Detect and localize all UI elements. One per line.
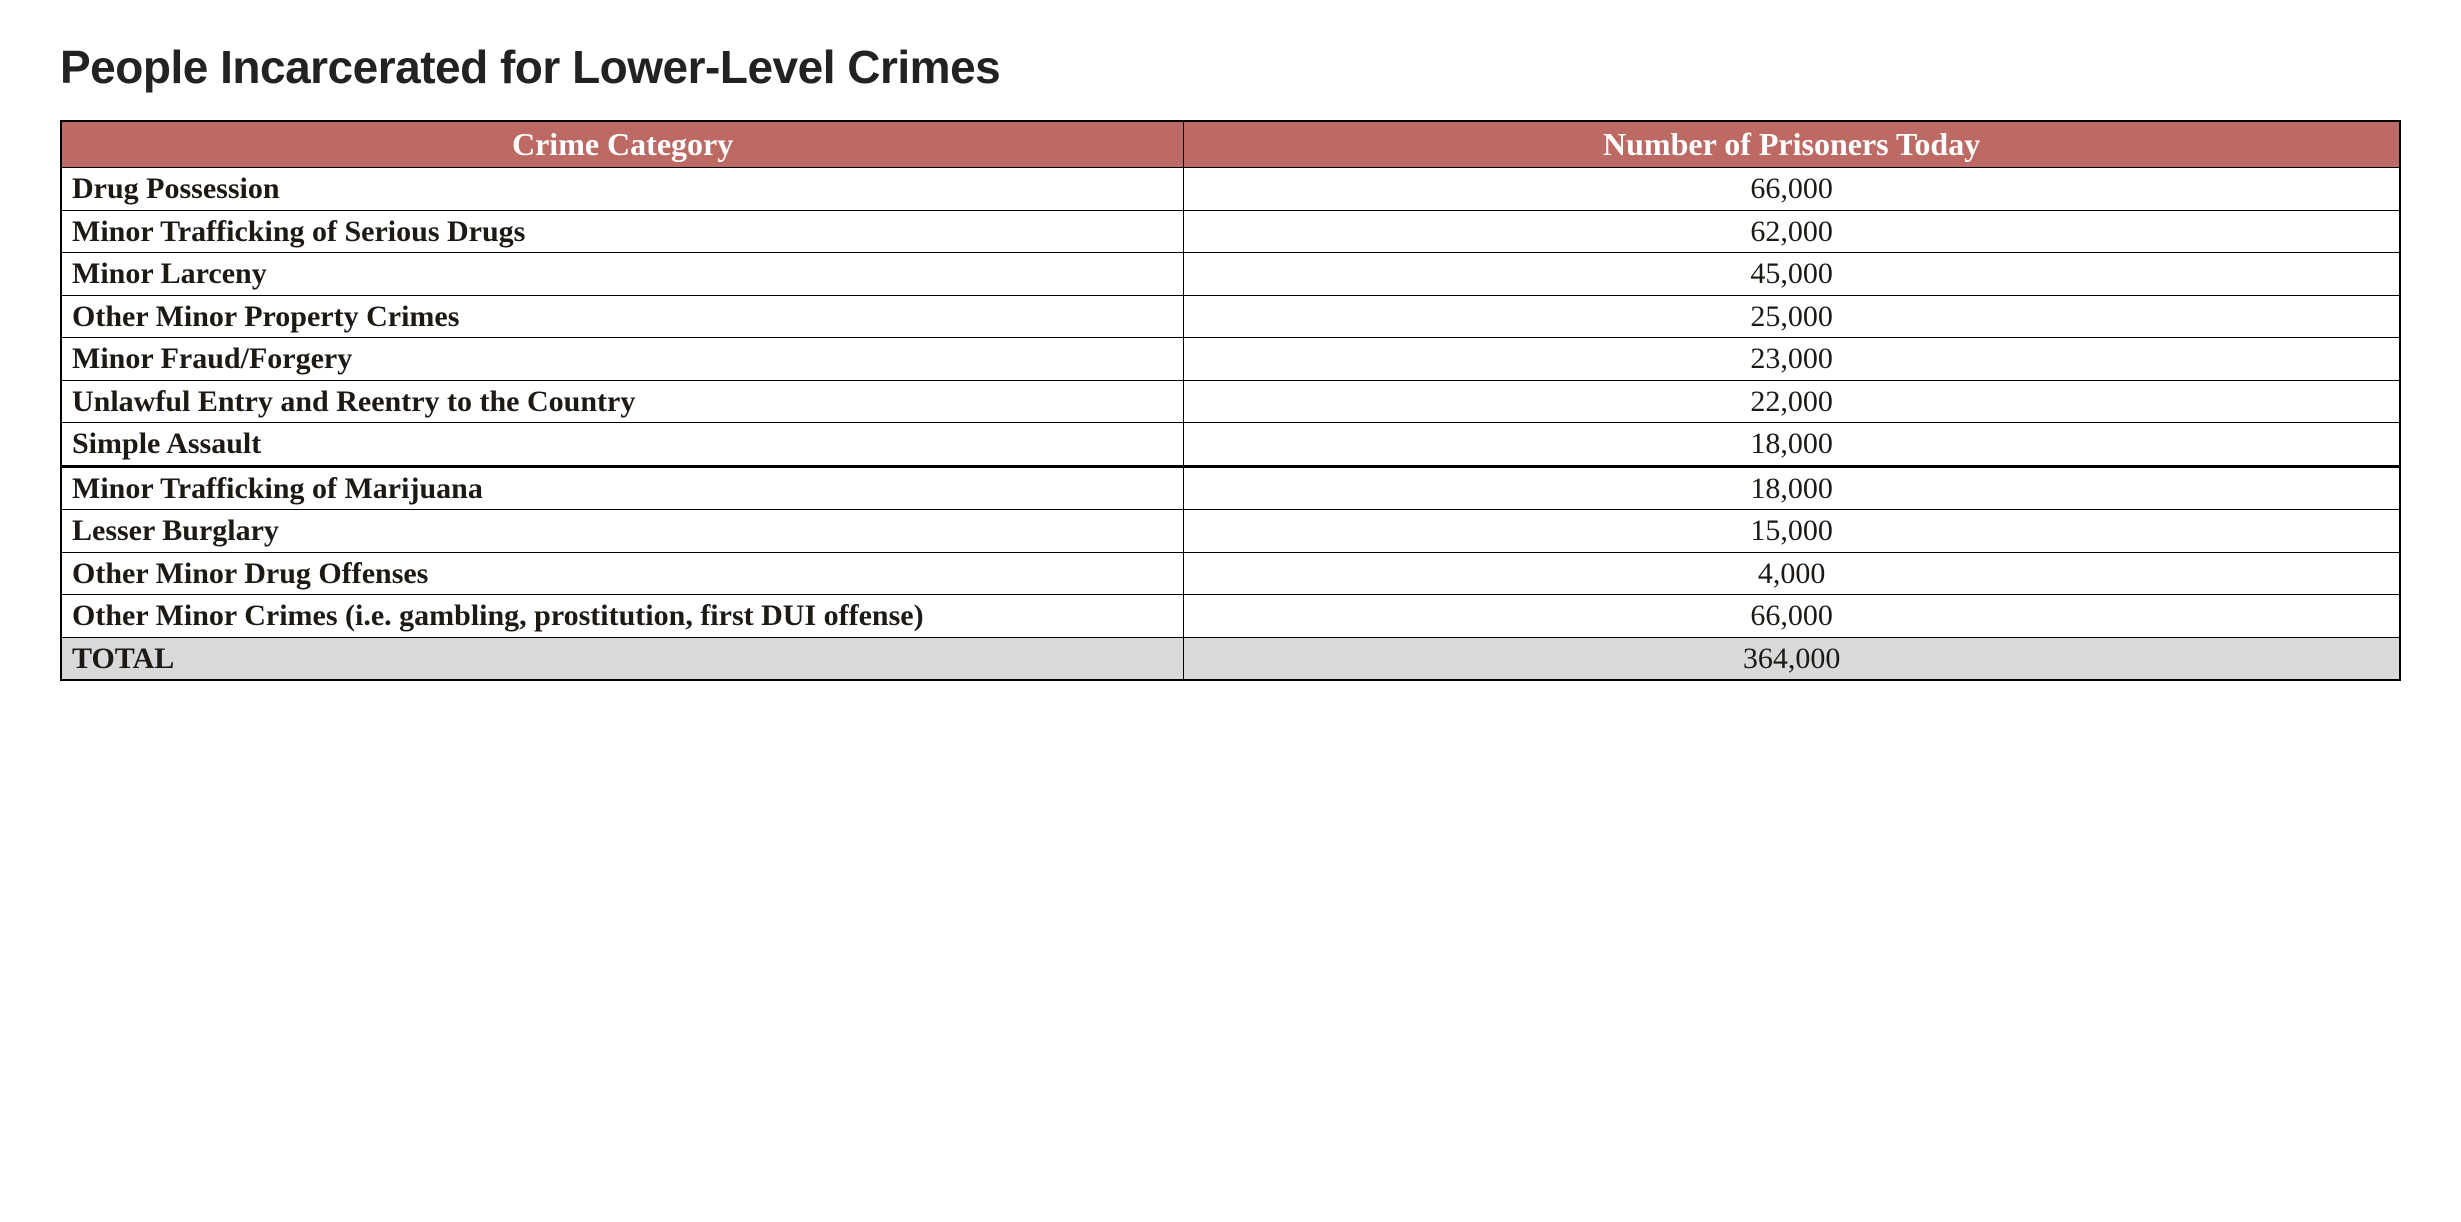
- table-row: Lesser Burglary15,000: [61, 510, 2400, 553]
- cell-category: Minor Trafficking of Serious Drugs: [61, 210, 1184, 253]
- cell-total-value: 364,000: [1184, 637, 2400, 680]
- cell-value: 4,000: [1184, 552, 2400, 595]
- cell-value: 45,000: [1184, 253, 2400, 296]
- cell-category: Other Minor Drug Offenses: [61, 552, 1184, 595]
- cell-value: 66,000: [1184, 168, 2400, 211]
- cell-total-label: TOTAL: [61, 637, 1184, 680]
- table-row: Minor Trafficking of Serious Drugs62,000: [61, 210, 2400, 253]
- table-row: Minor Larceny45,000: [61, 253, 2400, 296]
- cell-category: Minor Fraud/Forgery: [61, 338, 1184, 381]
- cell-category: Minor Trafficking of Marijuana: [61, 466, 1184, 510]
- cell-category: Other Minor Crimes (i.e. gambling, prost…: [61, 595, 1184, 638]
- col-header-value: Number of Prisoners Today: [1184, 121, 2400, 168]
- cell-category: Minor Larceny: [61, 253, 1184, 296]
- cell-value: 18,000: [1184, 466, 2400, 510]
- cell-value: 23,000: [1184, 338, 2400, 381]
- cell-value: 25,000: [1184, 295, 2400, 338]
- table-row: Other Minor Crimes (i.e. gambling, prost…: [61, 595, 2400, 638]
- col-header-category: Crime Category: [61, 121, 1184, 168]
- cell-category: Lesser Burglary: [61, 510, 1184, 553]
- page-title: People Incarcerated for Lower-Level Crim…: [60, 40, 2401, 94]
- table-row: Other Minor Drug Offenses4,000: [61, 552, 2400, 595]
- cell-category: Unlawful Entry and Reentry to the Countr…: [61, 380, 1184, 423]
- cell-value: 15,000: [1184, 510, 2400, 553]
- crimes-table: Crime Category Number of Prisoners Today…: [60, 120, 2401, 681]
- cell-value: 66,000: [1184, 595, 2400, 638]
- table-row: Other Minor Property Crimes25,000: [61, 295, 2400, 338]
- table-body: Drug Possession66,000Minor Trafficking o…: [61, 168, 2400, 681]
- table-row: Minor Fraud/Forgery23,000: [61, 338, 2400, 381]
- cell-category: Simple Assault: [61, 423, 1184, 467]
- cell-value: 18,000: [1184, 423, 2400, 467]
- cell-category: Other Minor Property Crimes: [61, 295, 1184, 338]
- table-header-row: Crime Category Number of Prisoners Today: [61, 121, 2400, 168]
- cell-value: 22,000: [1184, 380, 2400, 423]
- table-row: Minor Trafficking of Marijuana18,000: [61, 466, 2400, 510]
- cell-value: 62,000: [1184, 210, 2400, 253]
- table-row: Drug Possession66,000: [61, 168, 2400, 211]
- cell-category: Drug Possession: [61, 168, 1184, 211]
- table-row: Unlawful Entry and Reentry to the Countr…: [61, 380, 2400, 423]
- table-total-row: TOTAL364,000: [61, 637, 2400, 680]
- table-row: Simple Assault18,000: [61, 423, 2400, 467]
